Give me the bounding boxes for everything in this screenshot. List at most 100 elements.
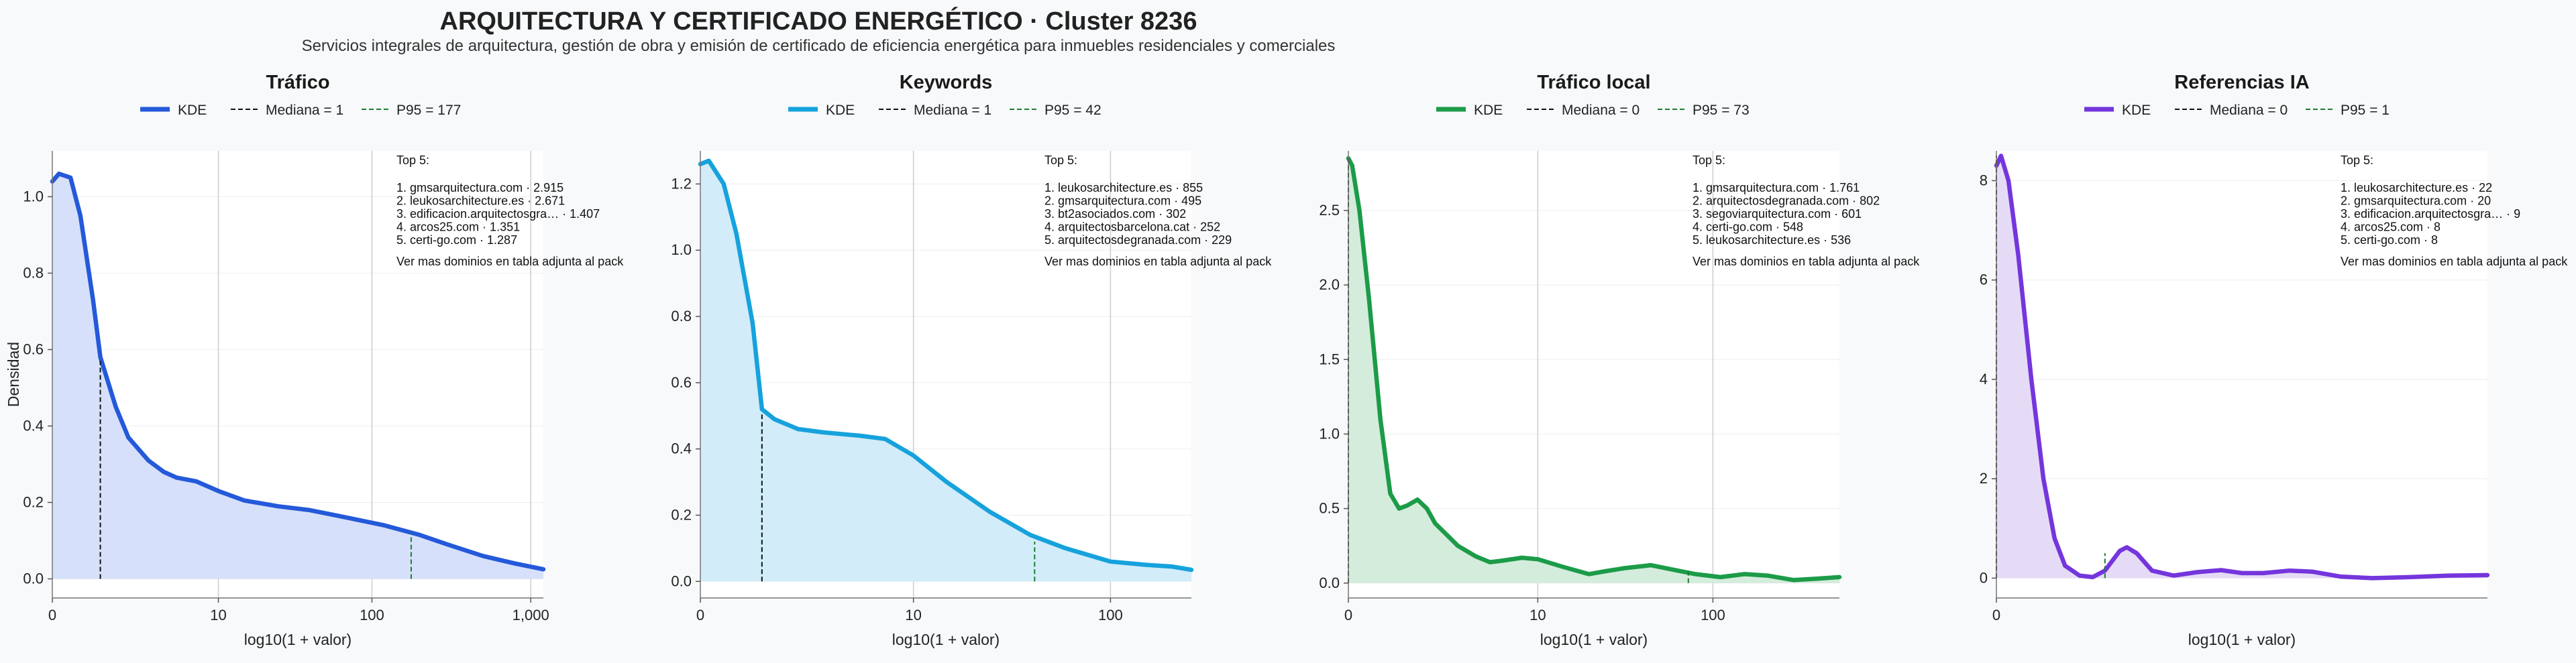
top5-item: 4. arcos25.com · 1.351 (396, 221, 520, 234)
y-tick-label: 0.2 (671, 506, 692, 523)
y-tick-label: 0.0 (23, 570, 44, 587)
top5-item: 4. arquitectosbarcelona.cat · 252 (1044, 221, 1220, 234)
x-tick-label: 100 (1098, 607, 1123, 623)
y-tick-label: 1.2 (671, 175, 692, 192)
y-tick-label: 0.6 (23, 341, 44, 357)
y-tick-label: 0.0 (1319, 575, 1340, 591)
top5-item: 3. segoviarquitectura.com · 601 (1693, 207, 1862, 221)
top5-header: Top 5: (1044, 154, 1077, 167)
legend: KDE Mediana = 0 P95 = 73 (1436, 103, 1750, 118)
x-tick-label: 10 (1529, 607, 1546, 623)
figure-title: ARQUITECTURA Y CERTIFICADO ENERGÉTICO · … (440, 6, 1197, 36)
top5-header: Top 5: (396, 154, 429, 167)
legend-kde-label: KDE (1474, 103, 1503, 118)
top5-item: 2. gmsarquitectura.com · 20 (2341, 194, 2491, 208)
chart-panel-3: 0.0 0.5 1.0 1.5 2.0 2.5 0 10 100 log10(1 + valor)… (1319, 72, 1920, 648)
kde-line (698, 158, 1194, 572)
legend-kde-label: KDE (178, 103, 207, 118)
top5-item: 5. leukosarchitecture.es · 536 (1693, 233, 1851, 247)
x-tick-label: 100 (1701, 607, 1725, 623)
y-tick-label: 2.0 (1319, 276, 1340, 293)
x-axis-label: log10(1 + valor) (1540, 631, 1648, 648)
y-tick-label: 0.5 (1319, 500, 1340, 517)
chart-panel-2: 0.0 0.2 0.4 0.6 0.8 1.0 1.2 0 10 100 log10(1 + val… (671, 72, 1272, 648)
legend-p95-label: P95 = 42 (1044, 103, 1102, 118)
top5-item: 4. certi-go.com · 548 (1693, 221, 1803, 234)
top5-more-note: Ver mas dominios en tabla adjunta al pac… (2341, 255, 2568, 268)
legend-median-label: Mediana = 1 (914, 103, 991, 118)
figure-subtitle: Servicios integrales de arquitectura, ge… (302, 37, 1336, 55)
top5-annotation: Top 5: 1. leukosarchitecture.es · 222. gm… (2341, 154, 2568, 268)
x-axis-label: log10(1 + valor) (244, 631, 352, 648)
top5-item: 5. certi-go.com · 8 (2341, 233, 2438, 247)
legend-kde-label: KDE (826, 103, 855, 118)
y-tick-label: 2.5 (1319, 202, 1340, 219)
kde-area (1996, 156, 2487, 579)
y-tick-label: 1.5 (1319, 351, 1340, 367)
x-tick-label: 10 (210, 607, 226, 623)
legend-median-label: Mediana = 0 (1562, 103, 1640, 118)
top5-item: 1. leukosarchitecture.es · 22 (2341, 181, 2492, 194)
y-tick-label: 0.2 (23, 493, 44, 510)
y-tick-label: 4 (1980, 371, 1988, 387)
top5-item: 2. leukosarchitecture.es · 2.671 (396, 194, 565, 208)
x-tick-label: 0 (48, 607, 56, 623)
y-axis-label: Densidad (5, 342, 22, 407)
y-tick-label: 1.0 (671, 241, 692, 258)
panel-title: Tráfico local (1537, 72, 1650, 93)
x-axis-label: log10(1 + valor) (892, 631, 1000, 648)
x-tick-label: 1,000 (513, 607, 549, 623)
top5-header: Top 5: (2341, 154, 2373, 167)
top5-item: 5. certi-go.com · 1.287 (396, 233, 517, 247)
y-tick-label: 6 (1980, 272, 1988, 288)
kde-line (50, 171, 546, 572)
x-tick-label: 0 (1992, 607, 2000, 623)
x-tick-label: 0 (1344, 607, 1352, 623)
top5-item: 1. gmsarquitectura.com · 1.761 (1693, 181, 1860, 194)
x-tick-label: 0 (696, 607, 704, 623)
top5-item: 1. leukosarchitecture.es · 855 (1044, 181, 1203, 194)
chart-panel-1: 0.0 0.2 0.4 0.6 0.8 1.0 0 10 100 1,000 log10(1 + v… (5, 72, 624, 648)
legend: KDE Mediana = 0 P95 = 1 (2084, 103, 2390, 118)
legend-median-label: Mediana = 1 (266, 103, 343, 118)
legend-p95-label: P95 = 177 (396, 103, 461, 118)
kde-area (1348, 158, 1839, 583)
kde-line (1994, 154, 2490, 581)
y-tick-label: 1.0 (1319, 425, 1340, 442)
legend: KDE Mediana = 1 P95 = 42 (788, 103, 1102, 118)
top5-item: 3. edificacion.arquitectosgra… · 9 (2341, 207, 2520, 221)
top5-item: 3. bt2asociados.com · 302 (1044, 207, 1186, 221)
panel-title: Tráfico (266, 72, 329, 93)
top5-more-note: Ver mas dominios en tabla adjunta al pac… (396, 255, 624, 268)
chart-panel-4: 0 2 4 6 8 0 log10(1 + valor) Referencias IA KDE M… (1980, 72, 2568, 648)
x-tick-label: 10 (905, 607, 921, 623)
kde-area (700, 160, 1191, 582)
legend: KDE Mediana = 1 P95 = 177 (140, 103, 461, 118)
top5-more-note: Ver mas dominios en tabla adjunta al pac… (1044, 255, 1272, 268)
top5-more-note: Ver mas dominios en tabla adjunta al pac… (1693, 255, 1920, 268)
top5-item: 4. arcos25.com · 8 (2341, 221, 2440, 234)
legend-p95-label: P95 = 73 (1693, 103, 1750, 118)
top5-header: Top 5: (1693, 154, 1725, 167)
legend-p95-label: P95 = 1 (2341, 103, 2390, 118)
plot-area (1996, 151, 2487, 598)
legend-median-label: Mediana = 0 (2210, 103, 2288, 118)
kde-line (1346, 156, 1842, 583)
x-axis-label: log10(1 + valor) (2188, 631, 2296, 648)
x-tick-label: 100 (360, 607, 384, 623)
y-tick-label: 0.6 (671, 374, 692, 391)
top5-item: 2. gmsarquitectura.com · 495 (1044, 194, 1201, 208)
panel-title: Referencias IA (2174, 72, 2310, 93)
panel-title: Keywords (900, 72, 993, 93)
y-tick-label: 1.0 (23, 188, 44, 204)
top5-item: 2. arquitectosdegranada.com · 802 (1693, 194, 1880, 208)
y-tick-label: 0.0 (671, 572, 692, 589)
top5-item: 5. arquitectosdegranada.com · 229 (1044, 233, 1232, 247)
y-tick-label: 0 (1980, 569, 1988, 586)
y-tick-label: 0.8 (671, 308, 692, 324)
top5-item: 3. edificacion.arquitectosgra… · 1.407 (396, 207, 600, 221)
y-tick-label: 0.4 (23, 417, 44, 434)
y-tick-label: 8 (1980, 172, 1988, 188)
